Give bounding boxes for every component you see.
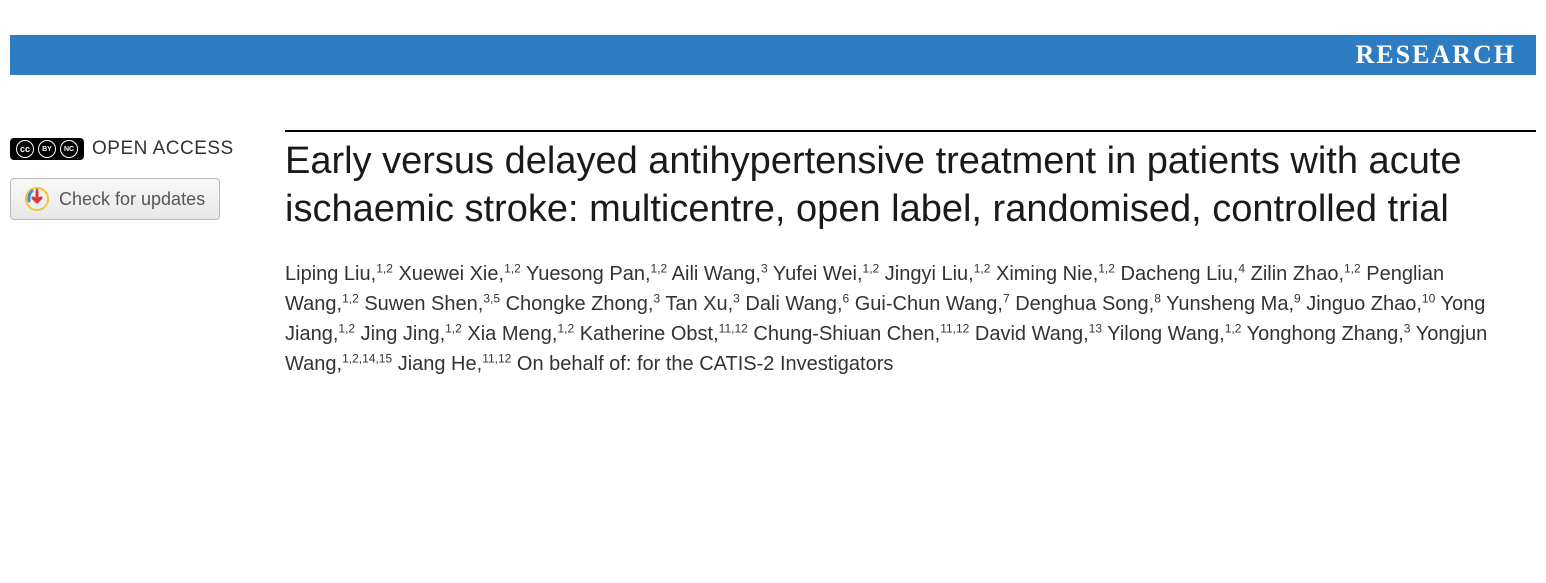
author-list: Liping Liu,1,2 Xuewei Xie,1,2 Yuesong Pa… xyxy=(285,259,1521,379)
nc-icon: NC xyxy=(60,140,78,158)
author-suffix: On behalf of: for the CATIS-2 Investigat… xyxy=(517,353,893,375)
author-name: Jiang He xyxy=(398,353,477,375)
author-affiliation: 1,2 xyxy=(1225,321,1242,335)
author-affiliation: 1,2,14,15 xyxy=(342,351,392,365)
research-banner: RESEARCH xyxy=(10,35,1536,75)
author-name: Yonghong Zhang xyxy=(1247,323,1399,345)
author-affiliation: 1,2 xyxy=(1344,261,1361,275)
cc-license-badge: cc BY NC xyxy=(10,138,84,160)
cc-icon: cc xyxy=(16,140,34,158)
author-affiliation: 11,12 xyxy=(719,321,748,335)
crossmark-icon xyxy=(25,187,49,211)
author-name: Katherine Obst xyxy=(580,323,713,345)
author-name: Dacheng Liu xyxy=(1121,263,1233,285)
author-name: Jing Jing xyxy=(361,323,440,345)
author-name: David Wang xyxy=(975,323,1083,345)
author-name: Yunsheng Ma xyxy=(1166,293,1288,315)
author-name: Xuewei Xie xyxy=(398,263,498,285)
author-affiliation: 4 xyxy=(1238,261,1245,275)
content-wrap: cc BY NC OPEN ACCESS Check for updates E… xyxy=(10,130,1536,379)
author-name: Yuesong Pan xyxy=(526,263,645,285)
author-affiliation: 11,12 xyxy=(940,321,969,335)
by-icon: BY xyxy=(38,140,56,158)
author-affiliation: 10 xyxy=(1422,291,1435,305)
author-name: Ximing Nie xyxy=(996,263,1093,285)
author-affiliation: 7 xyxy=(1003,291,1010,305)
author-affiliation: 1,2 xyxy=(445,321,462,335)
author-affiliation: 1,2 xyxy=(974,261,991,275)
author-affiliation: 6 xyxy=(843,291,850,305)
author-name: Yufei Wei xyxy=(773,263,857,285)
author-affiliation: 8 xyxy=(1154,291,1161,305)
author-name: Jinguo Zhao xyxy=(1306,293,1416,315)
author-name: Jingyi Liu xyxy=(885,263,968,285)
author-name: Liping Liu xyxy=(285,263,371,285)
author-name: Denghua Song xyxy=(1015,293,1148,315)
author-name: Chongke Zhong xyxy=(506,293,648,315)
author-affiliation: 1,2 xyxy=(1098,261,1115,275)
author-affiliation: 3 xyxy=(733,291,740,305)
author-name: Yilong Wang xyxy=(1107,323,1219,345)
author-name: Chung-Shiuan Chen xyxy=(753,323,934,345)
banner-label: RESEARCH xyxy=(1356,40,1516,70)
author-affiliation: 1,2 xyxy=(504,261,521,275)
author-affiliation: 1,2 xyxy=(338,321,355,335)
author-affiliation: 3 xyxy=(653,291,660,305)
author-name: Gui-Chun Wang xyxy=(855,293,998,315)
author-affiliation: 1,2 xyxy=(651,261,668,275)
author-name: Xia Meng xyxy=(467,323,552,345)
author-name: Suwen Shen xyxy=(364,293,477,315)
author-affiliation: 13 xyxy=(1089,321,1102,335)
author-affiliation: 3 xyxy=(761,261,768,275)
author-affiliation: 1,2 xyxy=(376,261,393,275)
author-affiliation: 3,5 xyxy=(483,291,500,305)
author-affiliation: 1,2 xyxy=(342,291,359,305)
author-affiliation: 11,12 xyxy=(482,351,511,365)
left-column: cc BY NC OPEN ACCESS Check for updates xyxy=(10,130,285,379)
author-name: Tan Xu xyxy=(665,293,727,315)
author-affiliation: 3 xyxy=(1404,321,1411,335)
author-affiliation: 1,2 xyxy=(863,261,880,275)
open-access-label: OPEN ACCESS xyxy=(92,138,234,160)
open-access-row: cc BY NC OPEN ACCESS xyxy=(10,138,285,160)
author-affiliation: 9 xyxy=(1294,291,1301,305)
article-column: Early versus delayed antihypertensive tr… xyxy=(285,130,1536,379)
author-name: Zilin Zhao xyxy=(1251,263,1339,285)
check-updates-button[interactable]: Check for updates xyxy=(10,178,220,220)
article-title: Early versus delayed antihypertensive tr… xyxy=(285,138,1521,233)
author-affiliation: 1,2 xyxy=(557,321,574,335)
author-name: Aili Wang xyxy=(672,263,756,285)
author-name: Dali Wang xyxy=(745,293,837,315)
check-updates-label: Check for updates xyxy=(59,189,205,210)
